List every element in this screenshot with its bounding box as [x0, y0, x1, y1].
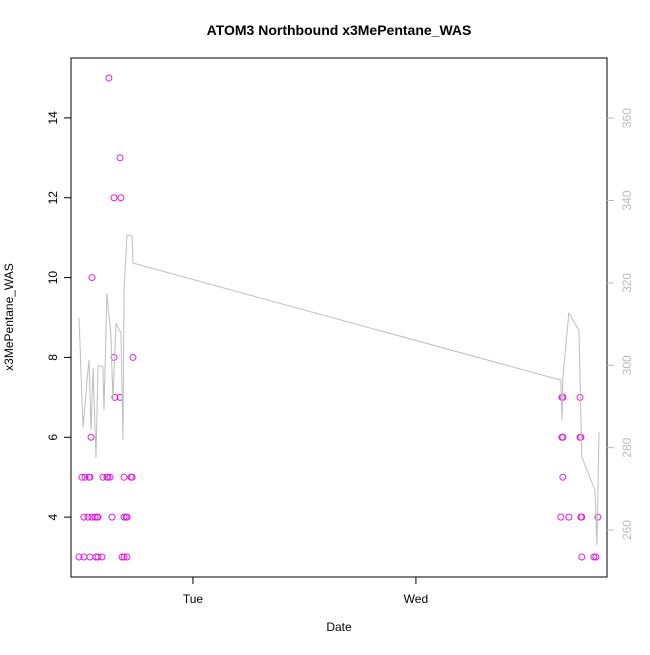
point [81, 473, 89, 481]
point [123, 553, 131, 561]
point [104, 473, 112, 481]
y2-tick-label: 260 [620, 520, 634, 540]
point [111, 393, 119, 401]
point [86, 473, 94, 481]
point [123, 513, 131, 521]
y-tick-label: 6 [46, 434, 60, 441]
point [120, 513, 128, 521]
y-tick-label: 4 [46, 513, 60, 520]
plot-box [70, 57, 608, 578]
point [117, 194, 125, 202]
y-tick-label: 12 [46, 191, 60, 205]
point [578, 553, 586, 561]
point [94, 553, 102, 561]
point [559, 473, 567, 481]
point [106, 473, 114, 481]
point [557, 513, 565, 521]
point [108, 513, 116, 521]
y-tick-label: 10 [46, 271, 60, 285]
point [75, 553, 83, 561]
point [116, 154, 124, 162]
point [592, 553, 600, 561]
point [78, 473, 86, 481]
y-tick-label: 8 [46, 354, 60, 361]
point [110, 194, 118, 202]
y-axis-label: x3MePentane_WAS [2, 263, 16, 371]
point [578, 513, 586, 521]
point [88, 274, 96, 282]
point [559, 433, 567, 441]
point [99, 473, 107, 481]
point [80, 513, 88, 521]
point [84, 513, 92, 521]
y2-tick-label: 320 [620, 273, 634, 293]
point [118, 553, 126, 561]
point [120, 553, 128, 561]
point [120, 473, 128, 481]
x-tick-label: Tue [183, 592, 204, 606]
y2-tick-label: 340 [620, 190, 634, 210]
point [94, 513, 102, 521]
y2-tick-label: 300 [620, 355, 634, 375]
chart-title: ATOM3 Northbound x3MePentane_WAS [207, 22, 472, 38]
point [87, 433, 95, 441]
y-tick-label: 14 [46, 111, 60, 125]
line [78, 234, 600, 545]
point [565, 513, 573, 521]
point [129, 353, 137, 361]
point [91, 513, 99, 521]
point [128, 473, 136, 481]
y2-tick-label: 360 [620, 108, 634, 128]
y2-tick-label: 280 [620, 437, 634, 457]
point [98, 553, 106, 561]
x-tick-label: Wed [404, 592, 428, 606]
point [590, 553, 598, 561]
point [105, 74, 113, 82]
x-axis-label: Date [326, 620, 352, 634]
